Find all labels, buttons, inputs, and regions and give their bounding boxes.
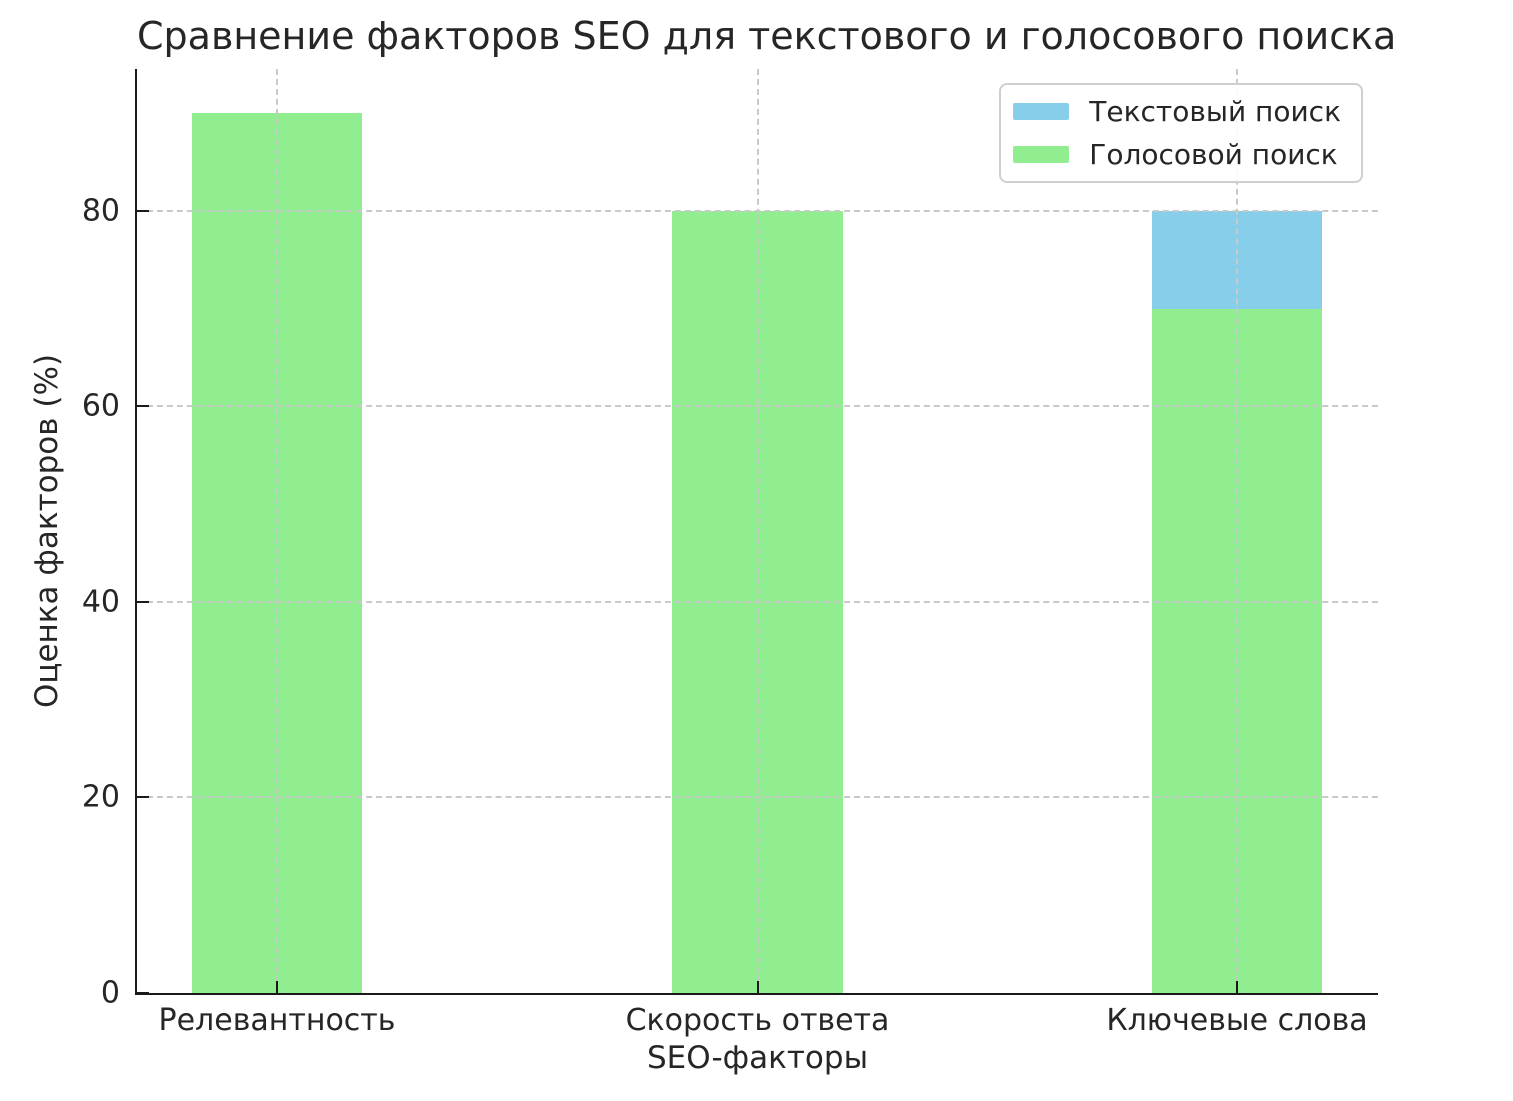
x-axis-label: SEO-факторы xyxy=(646,1040,869,1076)
y-tick-label: 60 xyxy=(81,388,120,424)
plot-area: Текстовый поиск Голосовой поиск 0 20 40 60 8… xyxy=(82,69,1378,1038)
chart-title: Сравнение факторов SEO для текстового и … xyxy=(137,14,1397,58)
x-tick-label: Скорость ответа xyxy=(625,1003,890,1038)
x-tick-mark xyxy=(1236,981,1239,993)
y-tick-mark xyxy=(137,209,149,212)
y-tick-mark xyxy=(137,405,149,408)
legend-label-voice-search: Голосовой поиск xyxy=(1089,138,1338,171)
bars-layer xyxy=(137,69,1378,993)
x-axis-spine xyxy=(135,993,1378,995)
y-axis-label: Оценка факторов (%) xyxy=(29,353,65,709)
y-tick-label: 0 xyxy=(100,975,120,1011)
x-tick-mark xyxy=(756,981,759,993)
legend: Текстовый поиск Голосовой поиск xyxy=(999,83,1363,183)
x-tick-label: Релевантность xyxy=(158,1003,396,1038)
legend-item-voice-search: Голосовой поиск xyxy=(1013,136,1341,173)
bar-voice-search xyxy=(191,113,362,993)
x-tick-label: Ключевые слова xyxy=(1106,1003,1368,1038)
text-search-swatch xyxy=(1013,103,1070,120)
y-tick-label: 20 xyxy=(81,779,120,815)
y-tick-label: 80 xyxy=(81,193,120,229)
y-axis-spine xyxy=(135,69,137,995)
legend-label-text-search: Текстовый поиск xyxy=(1089,95,1341,128)
voice-search-swatch xyxy=(1013,146,1070,163)
bar-voice-search xyxy=(672,210,843,993)
y-tick-label: 40 xyxy=(81,584,120,620)
x-tick-mark xyxy=(275,981,278,993)
bar-voice-search xyxy=(1152,308,1323,993)
legend-item-text-search: Текстовый поиск xyxy=(1013,93,1341,130)
y-tick-mark xyxy=(137,600,149,603)
y-tick-mark xyxy=(137,796,149,799)
